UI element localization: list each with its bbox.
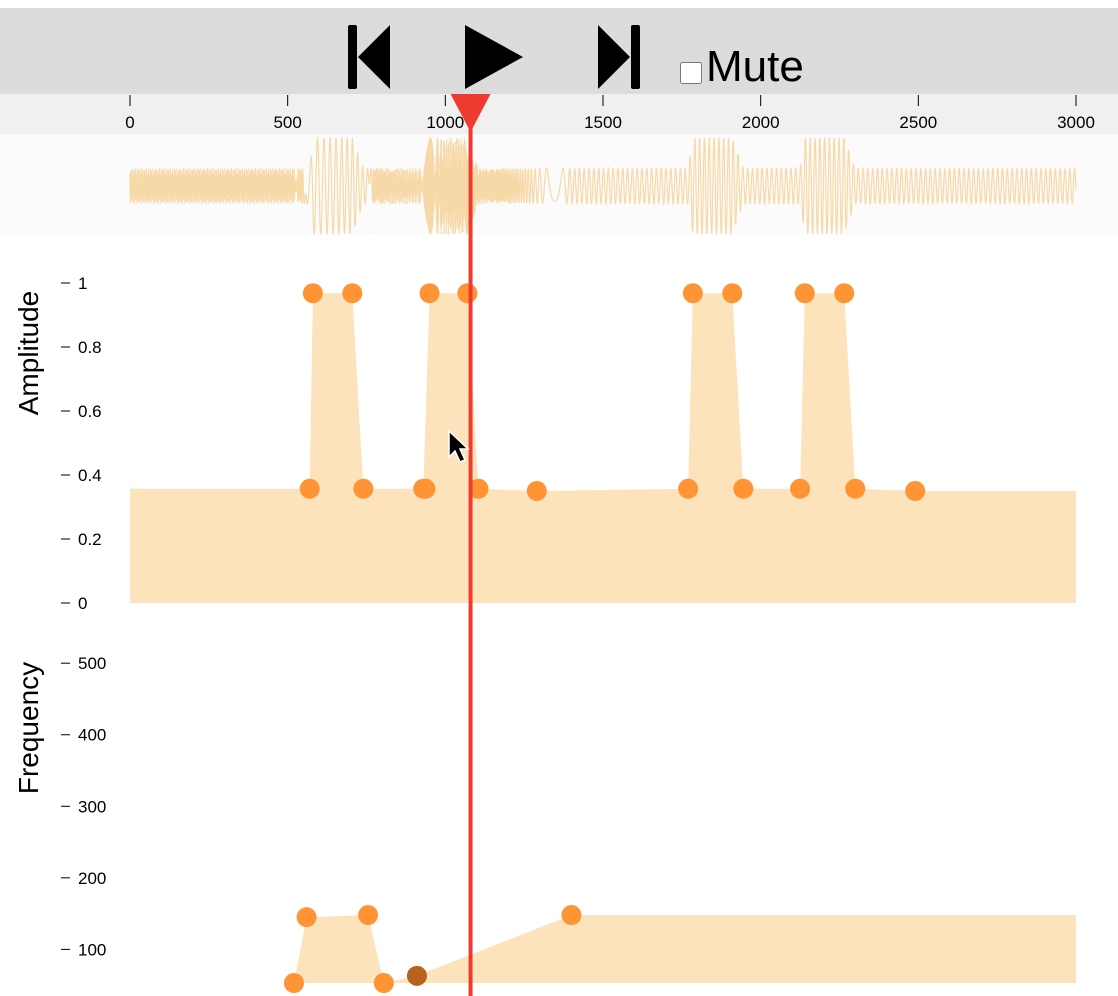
amp-handle[interactable] [790, 478, 811, 499]
amp-tick-label: 0.6 [78, 402, 102, 421]
freq-area [130, 915, 1076, 983]
ruler-tick-label: 1500 [584, 113, 622, 132]
amp-handle[interactable] [905, 481, 926, 501]
freq-handle[interactable] [373, 973, 394, 993]
waveform [129, 135, 1077, 236]
ruler-tick-label: 1000 [426, 113, 464, 132]
time-axis: 0 500 1000 1500 2000 2500 3000 [125, 95, 1095, 132]
freq-tick-label: 400 [78, 726, 106, 745]
ruler-tick-label: 0 [125, 113, 134, 132]
freq-handle-selected[interactable] [406, 965, 427, 986]
amp-handle[interactable] [302, 283, 323, 304]
play-button[interactable] [462, 22, 526, 92]
freq-tick-label: 100 [78, 940, 106, 959]
amp-handle[interactable] [415, 478, 436, 499]
play-icon [465, 25, 523, 89]
amp-handle[interactable] [353, 478, 374, 499]
amp-handle[interactable] [468, 478, 489, 499]
ruler-tick-label: 3000 [1057, 113, 1095, 132]
amp-tick-label: 1 [78, 274, 87, 293]
freq-tick-label: 200 [78, 869, 106, 888]
mute-control[interactable]: Mute [680, 42, 804, 92]
freq-handle[interactable] [358, 905, 379, 926]
amp-handle[interactable] [299, 478, 320, 499]
freq-handle[interactable] [296, 907, 317, 928]
frequency-envelope[interactable]: Frequency 500 400 300 200 100 [13, 654, 1076, 993]
amp-handle[interactable] [457, 283, 478, 304]
freq-tick-label: 300 [78, 797, 106, 816]
time-ruler[interactable] [0, 94, 1118, 134]
amp-handle[interactable] [845, 478, 866, 499]
freq-tick-label: 500 [78, 654, 106, 673]
ruler-tick-label: 2000 [742, 113, 780, 132]
skip-forward-button[interactable] [596, 22, 642, 92]
freq-handle[interactable] [561, 905, 582, 926]
playhead[interactable] [450, 94, 491, 996]
amp-handle[interactable] [733, 478, 754, 499]
amp-axis-title: Amplitude [13, 291, 44, 416]
amp-handle[interactable] [526, 481, 547, 501]
amp-handle[interactable] [419, 283, 440, 304]
transport-toolbar: Mute [0, 8, 1118, 94]
waveform-line [129, 135, 1077, 236]
mouse-cursor-icon [448, 429, 470, 463]
amplitude-envelope[interactable]: Amplitude 1 0.8 0.6 0.4 0.2 0 [13, 274, 1076, 613]
ruler-tick-label: 2500 [899, 113, 937, 132]
skip-back-icon [348, 25, 390, 89]
freq-axis-title: Frequency [13, 662, 44, 794]
mute-label: Mute [706, 42, 804, 91]
amp-handle[interactable] [678, 478, 699, 499]
skip-forward-icon [598, 25, 640, 89]
amp-handle[interactable] [794, 283, 815, 304]
amp-area [130, 293, 1076, 603]
amp-handle[interactable] [722, 283, 743, 304]
ruler-tick-label: 500 [273, 113, 301, 132]
amp-handle[interactable] [342, 283, 363, 304]
mute-checkbox[interactable] [680, 62, 702, 84]
amp-tick-label: 0.2 [78, 530, 102, 549]
amp-tick-label: 0.4 [78, 466, 102, 485]
amp-handle[interactable] [834, 283, 855, 304]
playhead-marker[interactable] [450, 94, 491, 132]
skip-back-button[interactable] [346, 22, 392, 92]
amp-tick-label: 0.8 [78, 338, 102, 357]
amp-handle[interactable] [682, 283, 703, 304]
freq-handle[interactable] [283, 973, 304, 993]
amp-tick-label: 0 [78, 594, 87, 613]
